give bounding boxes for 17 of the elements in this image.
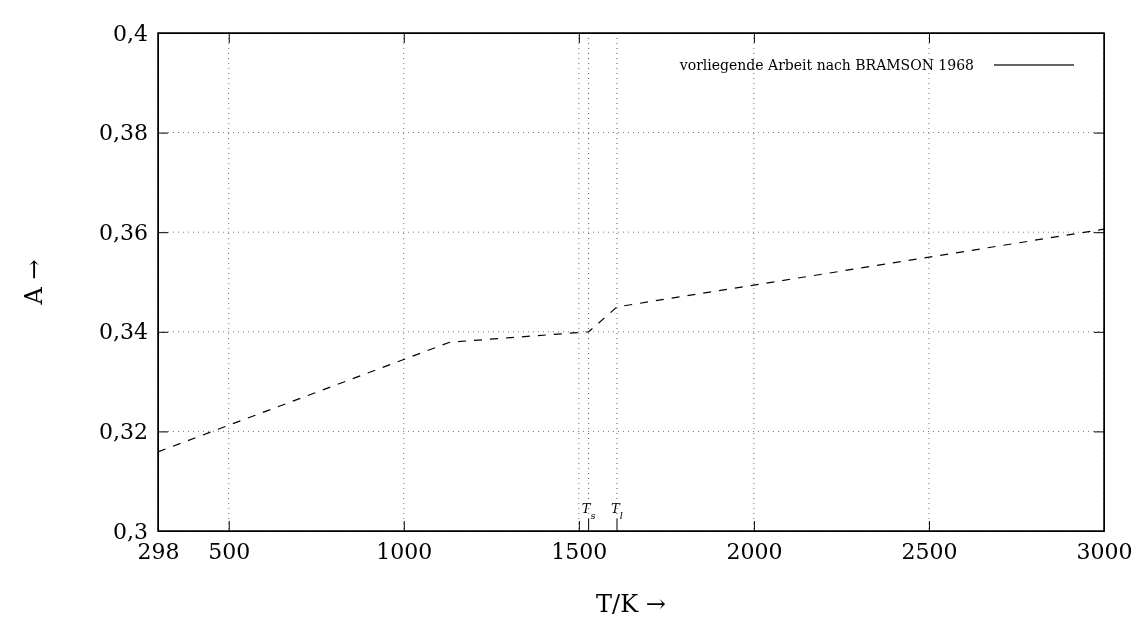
y-tick-label: 0,4 xyxy=(113,20,148,46)
x-tick-label: 2000 xyxy=(726,538,783,564)
y-tick-label: 0,38 xyxy=(99,120,148,146)
ref-line-label: T$_{l}$ xyxy=(611,501,623,521)
legend: vorliegende Arbeit nach BRAMSON 1968 xyxy=(679,57,1074,73)
x-tick-label: 1500 xyxy=(551,538,608,564)
y-tick-label: 0,34 xyxy=(99,319,148,345)
legend-label: vorliegende Arbeit nach BRAMSON 1968 xyxy=(678,57,974,73)
y-tick-label: 0,32 xyxy=(99,418,148,444)
y-axis-title: A → xyxy=(20,259,48,306)
ref-line-label: T$_{s}$ xyxy=(581,501,596,521)
x-tick-label: 3000 xyxy=(1076,538,1133,564)
y-tick-label: 0,36 xyxy=(99,219,148,245)
x-axis-title: T/K → xyxy=(596,590,666,618)
x-tick-label: 500 xyxy=(208,538,251,564)
x-tick-label: 1000 xyxy=(376,538,433,564)
x-tick-label: 2500 xyxy=(901,538,958,564)
